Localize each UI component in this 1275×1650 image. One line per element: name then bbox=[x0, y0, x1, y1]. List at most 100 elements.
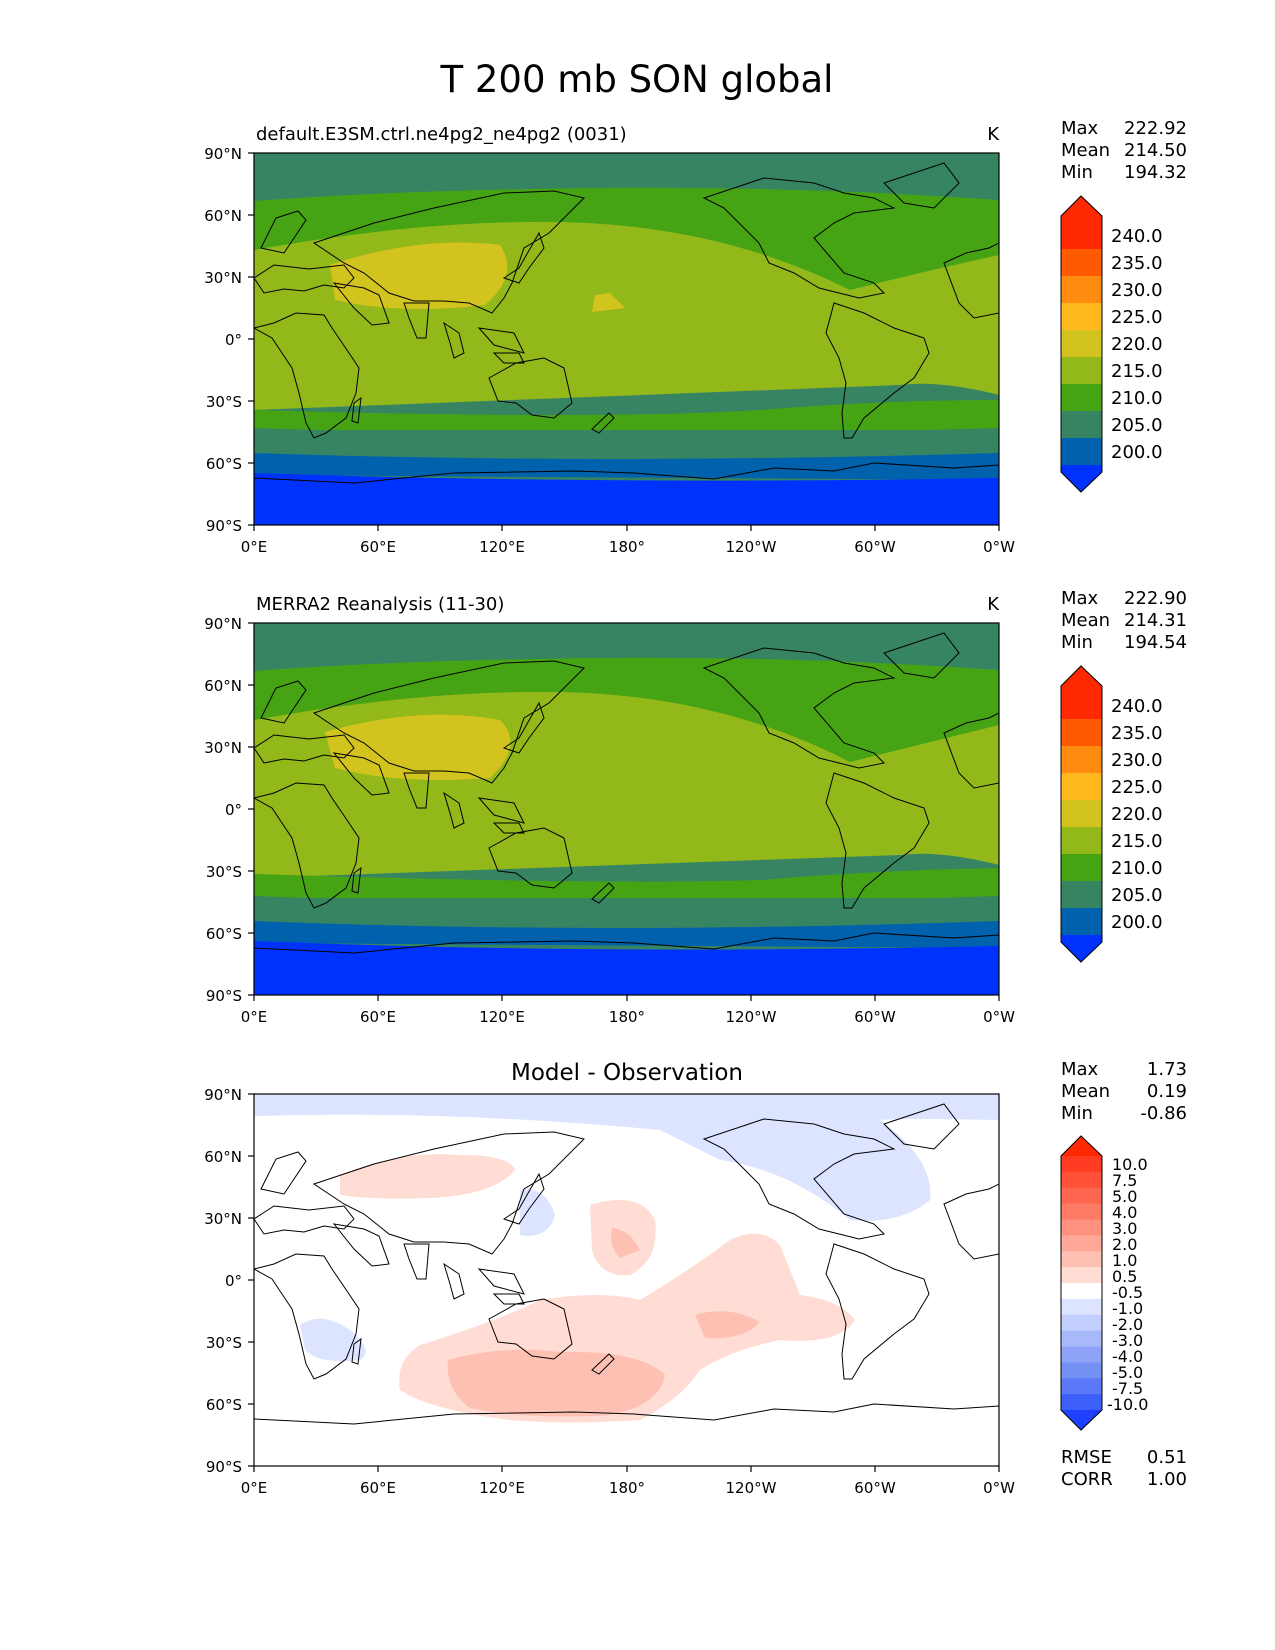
rmse-label: RMSE bbox=[1061, 1447, 1112, 1468]
anomaly-negative-east-china bbox=[520, 1189, 555, 1236]
colorbar-level: -1.0 bbox=[1112, 1299, 1143, 1318]
colorbar-level: 230.0 bbox=[1111, 750, 1163, 771]
corr-label: CORR bbox=[1061, 1469, 1113, 1490]
colorbar-swatch bbox=[1061, 773, 1102, 800]
colorbar-level: -2.0 bbox=[1112, 1315, 1143, 1334]
colorbar-level: 210.0 bbox=[1111, 858, 1163, 879]
colorbar-swatch bbox=[1061, 276, 1102, 303]
panel-1-stats: Max 222.92 Mean 214.50 Min 194.32 bbox=[1061, 118, 1187, 183]
colorbar-swatch bbox=[1061, 1410, 1102, 1430]
xtick-label: 60°W bbox=[854, 538, 896, 556]
ytick-label: 30°N bbox=[204, 269, 242, 287]
colorbar-swatch bbox=[1061, 249, 1102, 276]
band-210-215-south bbox=[254, 400, 999, 430]
colorbar-swatch bbox=[1061, 196, 1102, 222]
colorbar-swatch bbox=[1061, 666, 1102, 692]
panel-reanalysis: MERRA2 Reanalysis (11-30) K 90°N 60°N 30… bbox=[204, 588, 1187, 1026]
colorbar-swatch bbox=[1061, 908, 1102, 935]
colorbar-level: 210.0 bbox=[1111, 388, 1163, 409]
corr-value: 1.00 bbox=[1147, 1469, 1187, 1490]
panel-3-colorbar: 10.0 7.5 5.0 4.0 3.0 2.0 1.0 0.5 -0.5 -1… bbox=[1060, 1135, 1148, 1431]
colorbar-swatch bbox=[1061, 411, 1102, 438]
colorbar-level: -10.0 bbox=[1107, 1395, 1148, 1414]
colorbar-swatch bbox=[1061, 1235, 1102, 1252]
colorbar-swatch bbox=[1061, 1283, 1102, 1300]
stat-mean-label: Mean bbox=[1061, 140, 1110, 161]
colorbar-level: -3.0 bbox=[1112, 1331, 1143, 1350]
ytick-label: 60°N bbox=[204, 207, 242, 225]
colorbar-swatch bbox=[1061, 438, 1102, 465]
colorbar-swatches bbox=[1061, 1136, 1102, 1430]
panel-2-title: MERRA2 Reanalysis (11-30) bbox=[256, 594, 504, 615]
ytick-label: 60°N bbox=[204, 1148, 242, 1166]
stat-mean-value: 214.50 bbox=[1124, 140, 1187, 161]
ytick-label: 30°S bbox=[206, 863, 242, 881]
colorbar-level: 240.0 bbox=[1111, 696, 1163, 717]
colorbar-swatch bbox=[1061, 1171, 1102, 1189]
colorbar-level: 0.5 bbox=[1112, 1267, 1137, 1286]
ytick-label: 0° bbox=[225, 1272, 242, 1290]
panel-2-units: K bbox=[987, 594, 1000, 615]
panel-2-colorbar: 240.0 235.0 230.0 225.0 220.0 215.0 210.… bbox=[1060, 665, 1163, 963]
stat-mean-label: Mean bbox=[1061, 1081, 1110, 1102]
ytick-label: 30°N bbox=[204, 1210, 242, 1228]
colorbar-level: 235.0 bbox=[1111, 723, 1163, 744]
stat-mean-label: Mean bbox=[1061, 610, 1110, 631]
colorbar-swatch bbox=[1061, 1378, 1102, 1395]
ytick-label: 60°S bbox=[206, 1396, 242, 1414]
xtick-label: 120°W bbox=[726, 1479, 777, 1497]
ytick-label: 90°S bbox=[206, 987, 242, 1005]
stat-min-value: 194.32 bbox=[1124, 162, 1187, 183]
colorbar-swatch bbox=[1061, 827, 1102, 854]
xtick-label: 0°E bbox=[241, 1479, 268, 1497]
panel-1-map bbox=[254, 153, 999, 525]
band-below-200 bbox=[254, 473, 999, 525]
colorbar-swatches bbox=[1061, 196, 1102, 492]
colorbar-outline bbox=[1060, 1135, 1103, 1431]
colorbar-swatch bbox=[1061, 746, 1102, 773]
colorbar-level: -0.5 bbox=[1112, 1283, 1143, 1302]
colorbar-level: 7.5 bbox=[1112, 1171, 1137, 1190]
ytick-label: 30°N bbox=[204, 739, 242, 757]
xtick-label: 120°E bbox=[479, 1008, 525, 1026]
colorbar-swatch bbox=[1061, 1187, 1102, 1205]
colorbar-level: 215.0 bbox=[1111, 361, 1163, 382]
ytick-label: 0° bbox=[225, 331, 242, 349]
colorbar-level: 215.0 bbox=[1111, 831, 1163, 852]
band-205-210 bbox=[254, 428, 999, 455]
panel-1-title: default.E3SM.ctrl.ne4pg2_ne4pg2 (0031) bbox=[256, 124, 627, 145]
xtick-label: 180° bbox=[609, 538, 645, 556]
ytick-label: 30°S bbox=[206, 1334, 242, 1352]
ytick-label: 90°S bbox=[206, 517, 242, 535]
colorbar-swatch bbox=[1061, 1362, 1102, 1379]
stat-max-label: Max bbox=[1061, 1059, 1099, 1080]
figure-title: T 200 mb SON global bbox=[440, 58, 834, 101]
xtick-label: 0°W bbox=[983, 1479, 1015, 1497]
colorbar-level: 200.0 bbox=[1111, 442, 1163, 463]
colorbar-level: 4.0 bbox=[1112, 1203, 1137, 1222]
band-below-200 bbox=[254, 941, 999, 995]
xtick-label: 60°E bbox=[360, 538, 396, 556]
panel-2-yaxis: 90°N 60°N 30°N 0° 30°S 60°S 90°S bbox=[204, 615, 254, 1005]
colorbar-swatch bbox=[1061, 719, 1102, 746]
xtick-label: 60°E bbox=[360, 1479, 396, 1497]
colorbar-level: 3.0 bbox=[1112, 1219, 1137, 1238]
panel-model: default.E3SM.ctrl.ne4pg2_ne4pg2 (0031) K… bbox=[204, 118, 1187, 556]
colorbar-level: 230.0 bbox=[1111, 280, 1163, 301]
panel-3-yaxis: 90°N 60°N 30°N 0° 30°S 60°S 90°S bbox=[204, 1086, 254, 1476]
colorbar-swatch bbox=[1061, 1314, 1102, 1332]
colorbar-level: 205.0 bbox=[1111, 885, 1163, 906]
ytick-label: 60°S bbox=[206, 925, 242, 943]
panel-2-xaxis: 0°E 60°E 120°E 180° 120°W 60°W 0°W bbox=[241, 995, 1015, 1026]
stat-min-label: Min bbox=[1061, 1103, 1093, 1124]
colorbar-swatch bbox=[1061, 1346, 1102, 1363]
stat-min-label: Min bbox=[1061, 632, 1093, 653]
colorbar-swatch bbox=[1061, 1219, 1102, 1236]
panel-3-title: Model - Observation bbox=[511, 1060, 743, 1086]
xtick-label: 0°E bbox=[241, 1008, 268, 1026]
colorbar-level: 5.0 bbox=[1112, 1187, 1137, 1206]
xtick-label: 0°E bbox=[241, 538, 268, 556]
colorbar-swatch bbox=[1061, 1267, 1102, 1284]
colorbar-level: 10.0 bbox=[1112, 1155, 1148, 1174]
colorbar-swatch bbox=[1061, 881, 1102, 908]
